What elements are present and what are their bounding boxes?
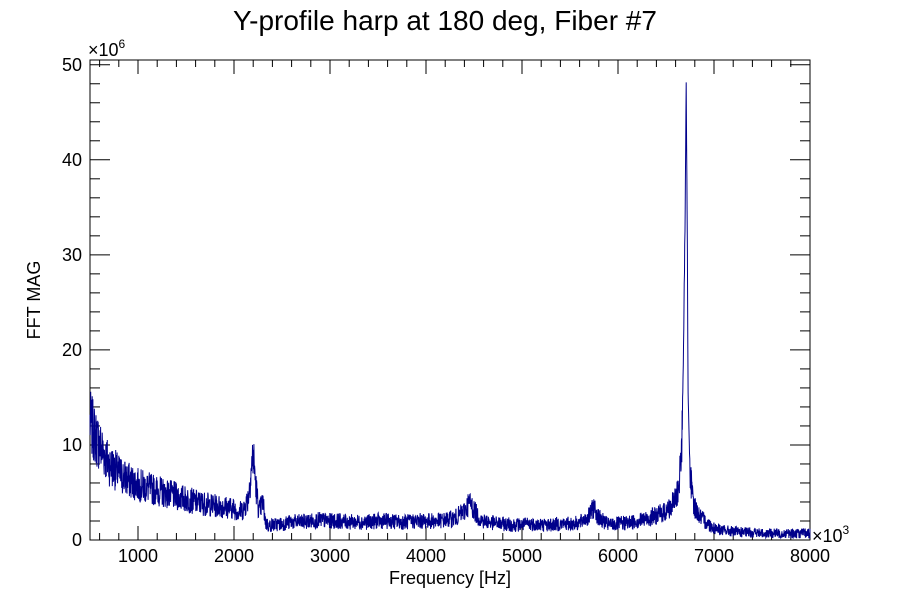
y-tick-label: 40 — [62, 150, 82, 170]
plot-area: 1000 2000 3000 4000 5000 6000 7000 8000 0 10 20 30 4… — [62, 55, 830, 566]
y-tick-label: 30 — [62, 245, 82, 265]
x-tick-label: 6000 — [598, 546, 638, 566]
chart-title: Y-profile harp at 180 deg, Fiber #7 — [233, 5, 657, 36]
y-axis-multiplier: ×106 — [88, 37, 126, 60]
y-tick-label: 10 — [62, 435, 82, 455]
x-tick-label: 2000 — [214, 546, 254, 566]
y-tick-label: 0 — [72, 530, 82, 550]
plot-frame — [89, 59, 811, 541]
tick-labels: 1000 2000 3000 4000 5000 6000 7000 8000 0 10 20 30 4… — [62, 55, 830, 566]
y-tick-label: 50 — [62, 55, 82, 75]
x-tick-label: 4000 — [406, 546, 446, 566]
x-tick-label: 1000 — [118, 546, 158, 566]
x-tick-label: 7000 — [694, 546, 734, 566]
x-tick-label: 8000 — [790, 546, 830, 566]
y-tick-label: 20 — [62, 340, 82, 360]
x-axis-label: Frequency [Hz] — [389, 568, 511, 588]
y-axis-label: FFT MAG — [24, 261, 44, 340]
x-tick-label: 5000 — [502, 546, 542, 566]
x-axis-multiplier: ×103 — [812, 523, 850, 546]
series-line — [89, 82, 811, 540]
ticks — [90, 60, 811, 541]
x-tick-label: 3000 — [310, 546, 350, 566]
